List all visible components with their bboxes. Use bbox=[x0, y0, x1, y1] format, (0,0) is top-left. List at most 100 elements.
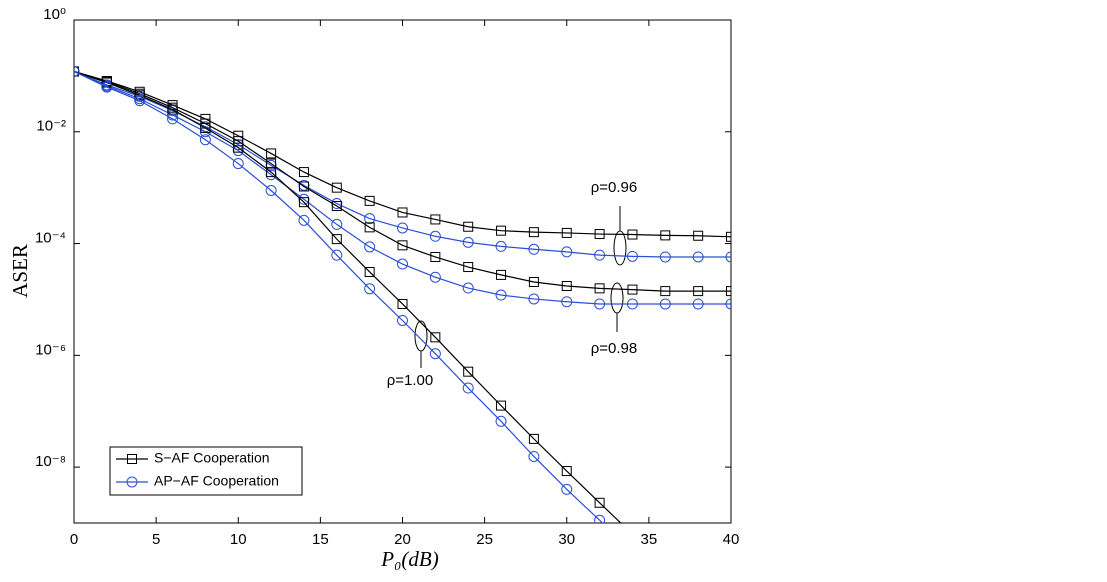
series-line bbox=[74, 70, 731, 305]
marker bbox=[266, 148, 277, 159]
marker bbox=[127, 454, 137, 464]
marker bbox=[496, 225, 507, 236]
marker bbox=[134, 95, 146, 107]
marker bbox=[200, 122, 211, 133]
annotation: ρ=0.98 bbox=[591, 340, 638, 357]
marker bbox=[462, 236, 474, 248]
marker bbox=[561, 466, 572, 477]
marker bbox=[463, 262, 474, 273]
legend-label: AP−AF Cooperation bbox=[154, 473, 279, 489]
marker bbox=[496, 269, 507, 280]
marker bbox=[397, 207, 408, 218]
marker bbox=[331, 200, 342, 211]
marker bbox=[167, 113, 179, 125]
marker bbox=[364, 283, 376, 295]
annotation: ρ=1.00 bbox=[387, 372, 434, 389]
marker bbox=[726, 286, 731, 297]
marker bbox=[397, 298, 408, 309]
marker bbox=[726, 231, 731, 242]
marker bbox=[561, 483, 573, 495]
series-line bbox=[74, 70, 731, 292]
marker bbox=[594, 283, 605, 294]
marker bbox=[101, 81, 113, 93]
marker bbox=[561, 296, 573, 308]
marker bbox=[298, 167, 309, 178]
ellipse bbox=[610, 282, 624, 314]
marker bbox=[364, 266, 375, 277]
marker bbox=[561, 246, 573, 258]
legend-label: S−AF Cooperation bbox=[154, 450, 270, 466]
y-axis-label: ASER bbox=[8, 244, 32, 298]
marker bbox=[233, 130, 244, 141]
marker bbox=[429, 348, 441, 360]
marker bbox=[397, 240, 408, 251]
plot-area bbox=[74, 65, 731, 557]
marker bbox=[298, 214, 310, 226]
marker bbox=[693, 286, 704, 297]
marker bbox=[430, 251, 441, 262]
marker bbox=[463, 366, 474, 377]
marker bbox=[364, 241, 376, 253]
marker bbox=[298, 197, 309, 208]
marker bbox=[364, 195, 375, 206]
marker bbox=[298, 181, 309, 192]
marker bbox=[495, 240, 507, 252]
y-tick-label: 10⁻⁴ bbox=[35, 230, 66, 247]
marker bbox=[331, 234, 342, 245]
marker bbox=[659, 298, 671, 310]
marker bbox=[331, 249, 343, 261]
marker bbox=[594, 229, 605, 240]
ellipse bbox=[414, 320, 428, 352]
marker bbox=[496, 400, 507, 411]
marker bbox=[594, 249, 606, 261]
marker bbox=[626, 298, 638, 310]
marker bbox=[626, 250, 638, 262]
annotation: ρ=0.96 bbox=[591, 179, 638, 196]
marker bbox=[495, 415, 507, 427]
marker bbox=[429, 271, 441, 283]
annotation-ellipses bbox=[414, 206, 627, 368]
x-tick-label: 5 bbox=[152, 531, 160, 548]
marker bbox=[660, 286, 671, 297]
marker bbox=[594, 497, 605, 508]
marker bbox=[693, 230, 704, 241]
marker bbox=[265, 184, 277, 196]
marker bbox=[627, 547, 637, 557]
marker bbox=[463, 221, 474, 232]
marker bbox=[430, 332, 441, 343]
marker bbox=[429, 230, 441, 242]
marker bbox=[528, 227, 539, 238]
x-tick-label: 30 bbox=[558, 531, 575, 548]
marker bbox=[495, 289, 507, 301]
marker bbox=[462, 382, 474, 394]
y-tick-label: 10⁰ bbox=[43, 6, 66, 23]
marker bbox=[528, 433, 539, 444]
ellipse bbox=[613, 230, 627, 266]
marker bbox=[561, 227, 572, 238]
marker bbox=[364, 213, 376, 225]
x-tick-label: 0 bbox=[70, 531, 78, 548]
x-tick-label: 35 bbox=[641, 531, 658, 548]
marker bbox=[266, 167, 277, 178]
marker bbox=[528, 450, 540, 462]
marker bbox=[660, 230, 671, 241]
x-axis-label: P₀(dB) bbox=[380, 547, 438, 571]
marker bbox=[561, 281, 572, 292]
marker bbox=[659, 251, 671, 263]
marker bbox=[528, 293, 540, 305]
marker bbox=[528, 243, 540, 255]
marker bbox=[397, 222, 408, 234]
x-tick-label: 40 bbox=[723, 531, 740, 548]
marker bbox=[199, 134, 211, 146]
marker bbox=[628, 530, 637, 539]
legend-box bbox=[109, 446, 303, 496]
marker bbox=[594, 514, 606, 523]
y-tick-label: 10⁻² bbox=[36, 118, 66, 135]
marker bbox=[725, 298, 731, 310]
y-tick-label: 10⁻⁸ bbox=[35, 453, 66, 470]
marker bbox=[232, 158, 244, 170]
marker bbox=[331, 182, 342, 193]
series-line bbox=[74, 70, 622, 523]
marker bbox=[430, 214, 441, 225]
